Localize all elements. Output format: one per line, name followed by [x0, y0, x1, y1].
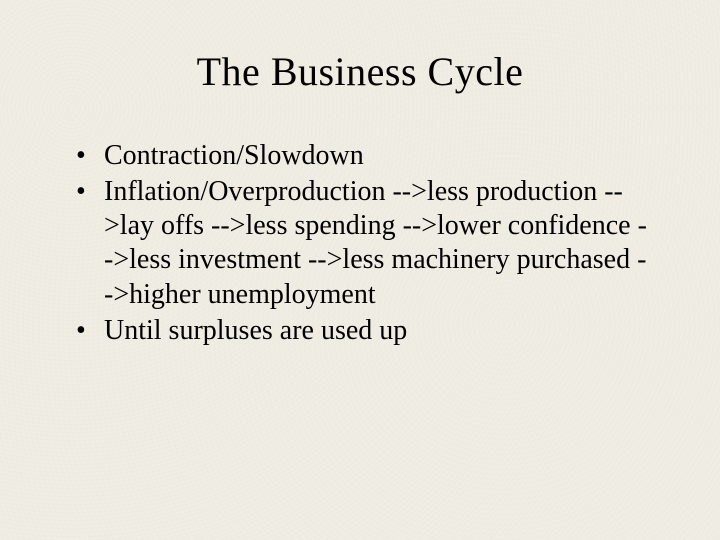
list-item: Contraction/Slowdown [72, 139, 648, 173]
bullet-list: Contraction/Slowdown Inflation/Overprodu… [72, 139, 648, 348]
list-item: Until surpluses are used up [72, 314, 648, 348]
slide-container: The Business Cycle Contraction/Slowdown … [0, 0, 720, 348]
list-item: Inflation/Overproduction -->less product… [72, 175, 648, 312]
slide-title: The Business Cycle [72, 48, 648, 95]
